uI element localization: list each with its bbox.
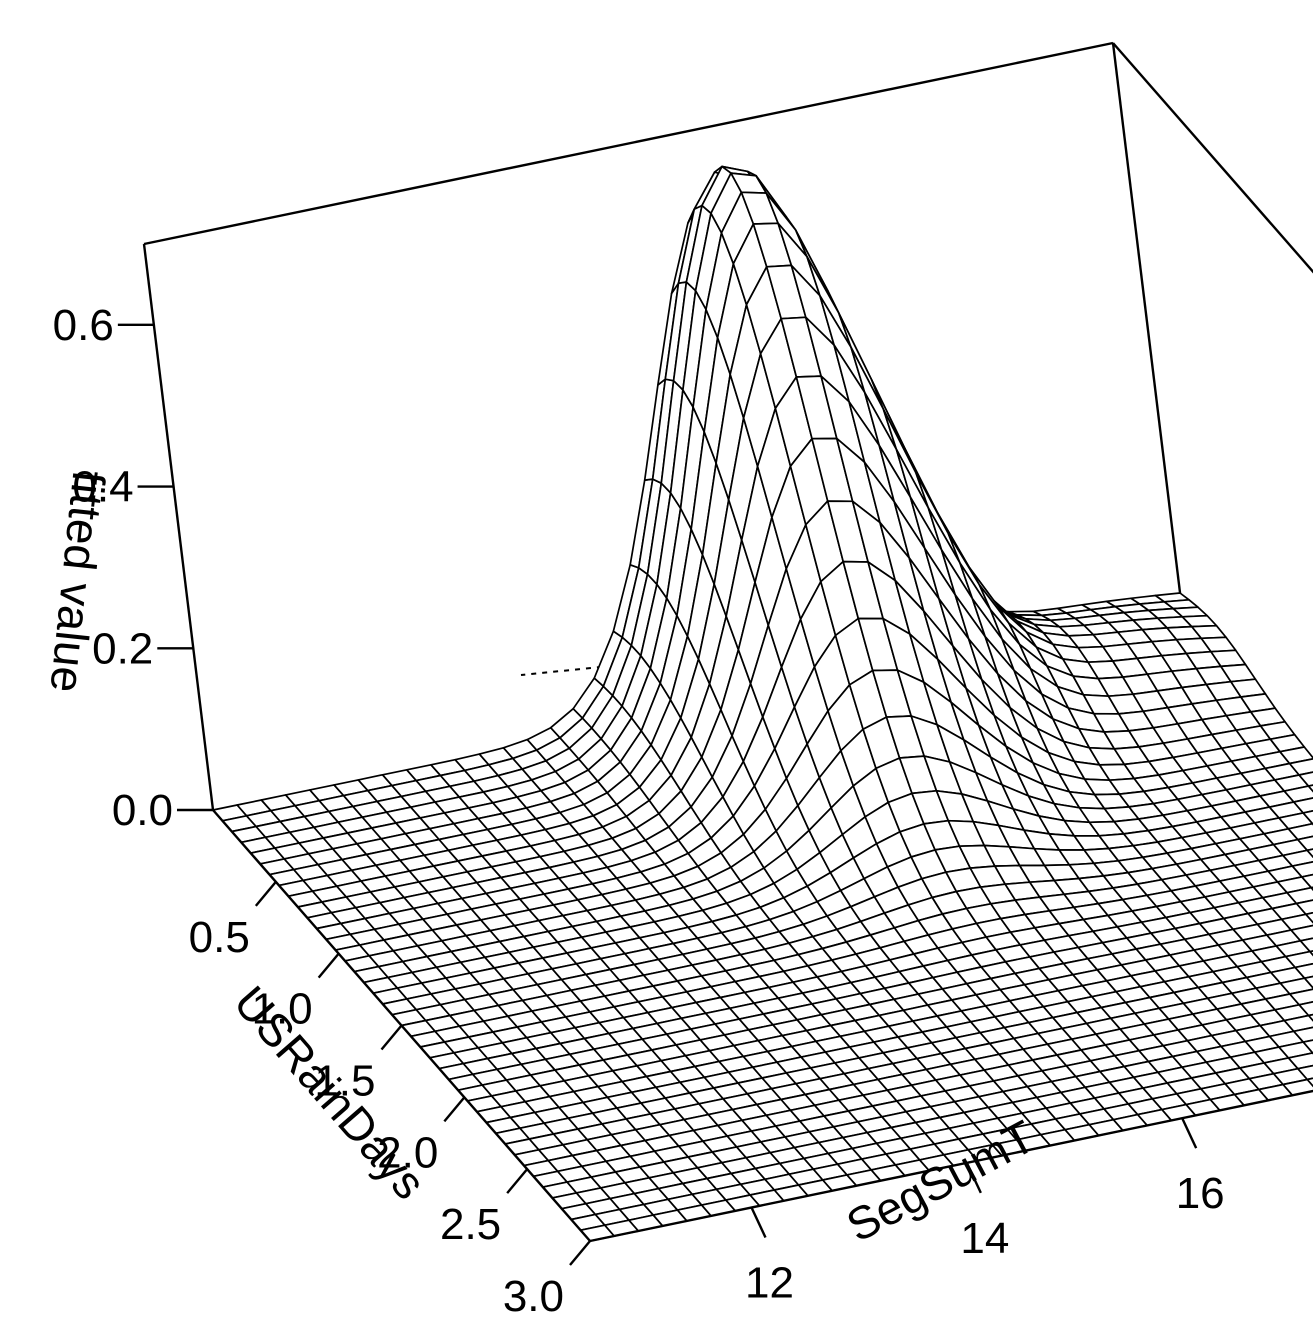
surface-facet [1309, 950, 1313, 957]
surface-mesh [212, 165, 1313, 1242]
y-tick [380, 1024, 403, 1051]
surface-facet [1294, 962, 1313, 980]
surface-facet [1307, 1013, 1313, 1022]
surface-facet [1299, 937, 1313, 953]
surface-facet [1288, 988, 1313, 1006]
surface-facet [1292, 1026, 1313, 1043]
z-tick-label: 0.6 [53, 301, 114, 350]
surface-facet [1283, 1014, 1313, 1033]
surface-facet [1302, 1039, 1313, 1054]
x-tick [965, 1162, 982, 1194]
x-tick-label: 16 [1176, 1169, 1225, 1218]
surface-facet [1298, 1001, 1313, 1017]
x-tick [1181, 1117, 1198, 1149]
y-tick [569, 1240, 591, 1266]
surface-facet [1302, 810, 1313, 825]
box-edge-back-vertical [1111, 42, 1184, 610]
surface-facet [1284, 950, 1313, 969]
surface-facet [1283, 785, 1313, 803]
surface-facet [1282, 849, 1313, 867]
z-tick-label: 0.0 [112, 786, 173, 835]
box-edge-top-back [143, 41, 1114, 246]
surface-facet [1297, 1064, 1313, 1081]
surface-facet [1287, 1052, 1313, 1070]
y-tick-label: 0.5 [189, 913, 250, 962]
surface-facet [1280, 913, 1313, 931]
surface-facet [1292, 797, 1313, 814]
x-tick-label: 12 [745, 1259, 794, 1308]
surface-facet [1291, 860, 1313, 878]
surface-facet [1298, 771, 1313, 787]
y-tick-label: 2.5 [440, 1200, 501, 1249]
y-tick [317, 952, 340, 979]
surface-facet [1306, 848, 1313, 859]
surface-facet [1288, 757, 1313, 776]
box-edge-top-right [1112, 42, 1313, 274]
surface-facet [1303, 975, 1313, 990]
y-tick-label: 1.5 [314, 1057, 375, 1106]
y-tick [506, 1168, 529, 1194]
z-tick-label: 0.2 [92, 624, 153, 673]
surface-facet [1287, 822, 1313, 841]
surface-facet [1301, 873, 1313, 889]
y-tick-label: 2.0 [377, 1128, 438, 1177]
x-tick [750, 1206, 767, 1239]
y-tick [443, 1096, 466, 1123]
x-tick-label: 14 [960, 1214, 1009, 1263]
surface-facet [1286, 886, 1313, 905]
surface-facet [1290, 924, 1313, 942]
z-tick-label: 0.4 [72, 463, 133, 512]
y-tick-label: 3.0 [503, 1272, 564, 1321]
y-tick-label: 1.0 [251, 985, 312, 1034]
surface-facet [1282, 1078, 1313, 1097]
surface-facet [1306, 1077, 1313, 1088]
surface-facet [1279, 746, 1313, 765]
box-edge-left-vertical [142, 243, 215, 811]
axis-ticks: 0.00.20.40.60.51.01.52.02.53.012141618 [53, 301, 1225, 1321]
surface-facet [1305, 911, 1313, 924]
surface-facet [1296, 835, 1313, 852]
y-tick [254, 881, 277, 907]
surface-facet [1307, 784, 1313, 793]
